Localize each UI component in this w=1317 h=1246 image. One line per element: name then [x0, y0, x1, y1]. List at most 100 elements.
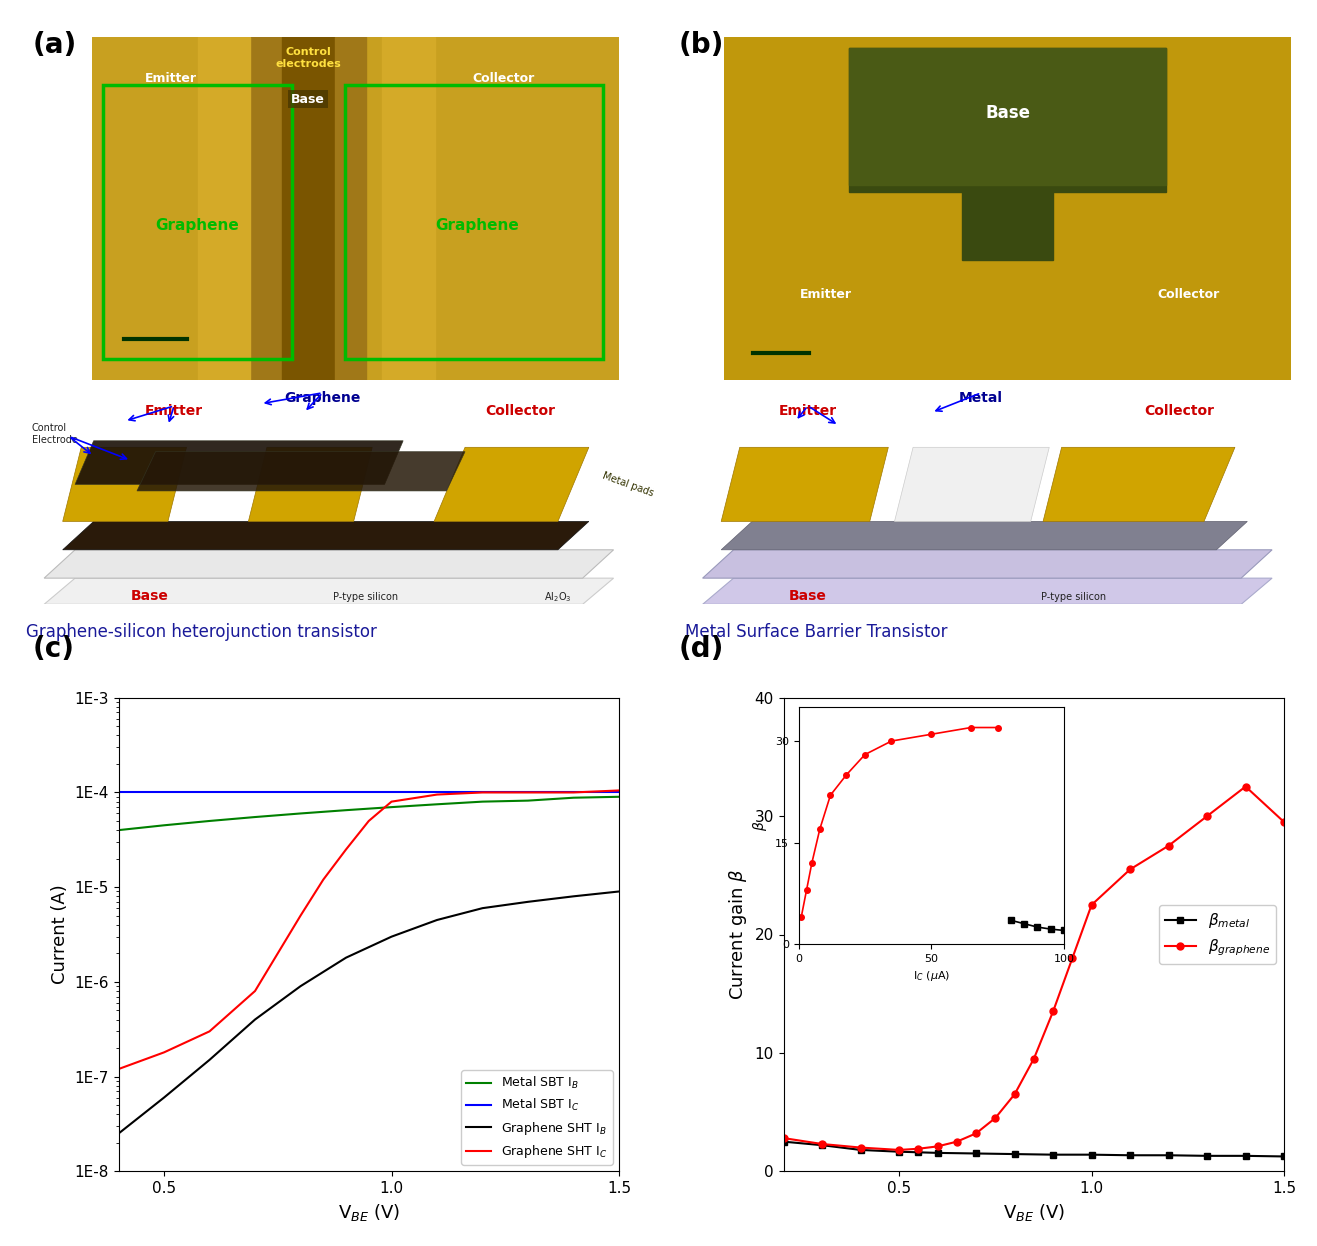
- Polygon shape: [703, 549, 1272, 578]
- Line: Metal SBT I$_B$: Metal SBT I$_B$: [119, 796, 619, 830]
- Metal SBT I$_C$: [157, 785, 173, 800]
- Metal SBT I$_B$: [338, 802, 354, 817]
- Legend: $\beta_{metal}$, $\beta_{graphene}$: $\beta_{metal}$, $\beta_{graphene}$: [1159, 905, 1276, 964]
- Bar: [103, 86, 292, 360]
- Y-axis label: Current (A): Current (A): [51, 885, 68, 984]
- Graphene SHT I$_C$: [315, 872, 331, 887]
- $\beta_{metal}$: [1276, 1149, 1292, 1164]
- Graphene SHT I$_C$: [248, 983, 263, 998]
- Bar: [282, 37, 335, 380]
- $\beta_{metal}$: [930, 1145, 946, 1160]
- Line: $\beta_{metal}$: $\beta_{metal}$: [780, 1138, 1288, 1160]
- Graphene SHT I$_B$: [111, 1126, 126, 1141]
- $\beta_{graphene}$: [1046, 1004, 1062, 1019]
- Text: Control
Electrode: Control Electrode: [32, 424, 78, 445]
- Text: (b): (b): [678, 31, 723, 59]
- Polygon shape: [435, 447, 589, 521]
- $\beta_{metal}$: [1160, 1148, 1176, 1163]
- Text: Metal Surface Barrier Transistor: Metal Surface Barrier Transistor: [685, 623, 947, 640]
- $\beta_{graphene}$: [1122, 862, 1138, 877]
- Graphene SHT I$_C$: [202, 1024, 217, 1039]
- $\beta_{metal}$: [1084, 1148, 1100, 1163]
- Text: Control
electrodes: Control electrodes: [275, 47, 341, 69]
- Polygon shape: [722, 521, 1247, 549]
- Text: Emitter: Emitter: [778, 404, 836, 417]
- Metal SBT I$_B$: [474, 794, 490, 809]
- Text: Collector: Collector: [471, 72, 535, 85]
- Polygon shape: [1043, 447, 1235, 521]
- Line: Graphene SHT I$_B$: Graphene SHT I$_B$: [119, 891, 619, 1134]
- Text: Collector: Collector: [486, 404, 556, 417]
- $\beta_{graphene}$: [1200, 809, 1216, 824]
- $\beta_{graphene}$: [1006, 1087, 1022, 1101]
- X-axis label: V$_{BE}$ (V): V$_{BE}$ (V): [337, 1201, 400, 1222]
- Polygon shape: [45, 578, 614, 604]
- Bar: [198, 37, 250, 380]
- $\beta_{graphene}$: [1064, 951, 1080, 966]
- $\beta_{metal}$: [814, 1138, 830, 1153]
- Graphene SHT I$_B$: [429, 912, 445, 927]
- $\beta_{graphene}$: [910, 1141, 926, 1156]
- Y-axis label: Current gain $\beta$: Current gain $\beta$: [727, 868, 749, 1001]
- Metal SBT I$_B$: [565, 790, 581, 805]
- $\beta_{metal}$: [1006, 1146, 1022, 1161]
- Metal SBT I$_C$: [611, 785, 627, 800]
- Graphene SHT I$_C$: [611, 782, 627, 797]
- Text: Al$_2$O$_3$: Al$_2$O$_3$: [544, 589, 572, 604]
- Polygon shape: [249, 447, 373, 521]
- Polygon shape: [63, 447, 187, 521]
- Metal SBT I$_B$: [520, 794, 536, 809]
- Metal SBT I$_B$: [111, 822, 126, 837]
- Graphene SHT I$_C$: [361, 814, 377, 829]
- Metal SBT I$_B$: [248, 810, 263, 825]
- Metal SBT I$_B$: [202, 814, 217, 829]
- Metal SBT I$_C$: [338, 785, 354, 800]
- Text: P-type silicon: P-type silicon: [1042, 592, 1106, 602]
- Graphene SHT I$_C$: [111, 1062, 126, 1077]
- Text: Metal: Metal: [959, 391, 1004, 405]
- Graphene SHT I$_B$: [520, 895, 536, 910]
- $\beta_{metal}$: [968, 1146, 984, 1161]
- Text: (d): (d): [678, 635, 723, 663]
- Polygon shape: [703, 578, 1272, 604]
- Graphene SHT I$_B$: [611, 883, 627, 898]
- Metal SBT I$_B$: [429, 796, 445, 811]
- $\beta_{metal}$: [1046, 1148, 1062, 1163]
- Graphene SHT I$_C$: [565, 785, 581, 800]
- Graphene SHT I$_B$: [248, 1012, 263, 1027]
- Text: Collector: Collector: [1144, 404, 1214, 417]
- Text: Graphene: Graphene: [155, 218, 240, 233]
- $\beta_{graphene}$: [776, 1130, 792, 1145]
- Graphene SHT I$_B$: [338, 951, 354, 966]
- $\beta_{metal}$: [852, 1143, 868, 1158]
- Polygon shape: [137, 452, 465, 491]
- Text: Graphene: Graphene: [284, 391, 361, 405]
- Graphene SHT I$_C$: [429, 787, 445, 802]
- Metal SBT I$_B$: [611, 789, 627, 804]
- Graphene SHT I$_B$: [474, 901, 490, 916]
- Text: (c): (c): [33, 635, 75, 663]
- $\beta_{graphene}$: [814, 1136, 830, 1151]
- $\beta_{graphene}$: [930, 1139, 946, 1154]
- Polygon shape: [75, 441, 403, 485]
- Polygon shape: [63, 521, 589, 549]
- Metal SBT I$_C$: [474, 785, 490, 800]
- $\beta_{metal}$: [910, 1145, 926, 1160]
- Graphene SHT I$_C$: [292, 908, 308, 923]
- $\beta_{metal}$: [1122, 1148, 1138, 1163]
- $\beta_{graphene}$: [1026, 1052, 1042, 1067]
- Graphene SHT I$_B$: [383, 930, 399, 944]
- $\beta_{graphene}$: [892, 1143, 907, 1158]
- $\beta_{metal}$: [776, 1134, 792, 1149]
- Text: Graphene-silicon heterojunction transistor: Graphene-silicon heterojunction transist…: [26, 623, 377, 640]
- Text: Base: Base: [291, 92, 325, 106]
- Graphene SHT I$_C$: [474, 785, 490, 800]
- Text: Emitter: Emitter: [145, 72, 198, 85]
- Metal SBT I$_C$: [429, 785, 445, 800]
- Line: Graphene SHT I$_C$: Graphene SHT I$_C$: [119, 790, 619, 1069]
- Text: Emitter: Emitter: [801, 288, 852, 300]
- Graphene SHT I$_B$: [565, 888, 581, 903]
- Metal SBT I$_C$: [248, 785, 263, 800]
- $\beta_{graphene}$: [1084, 897, 1100, 912]
- Line: $\beta_{graphene}$: $\beta_{graphene}$: [780, 782, 1288, 1154]
